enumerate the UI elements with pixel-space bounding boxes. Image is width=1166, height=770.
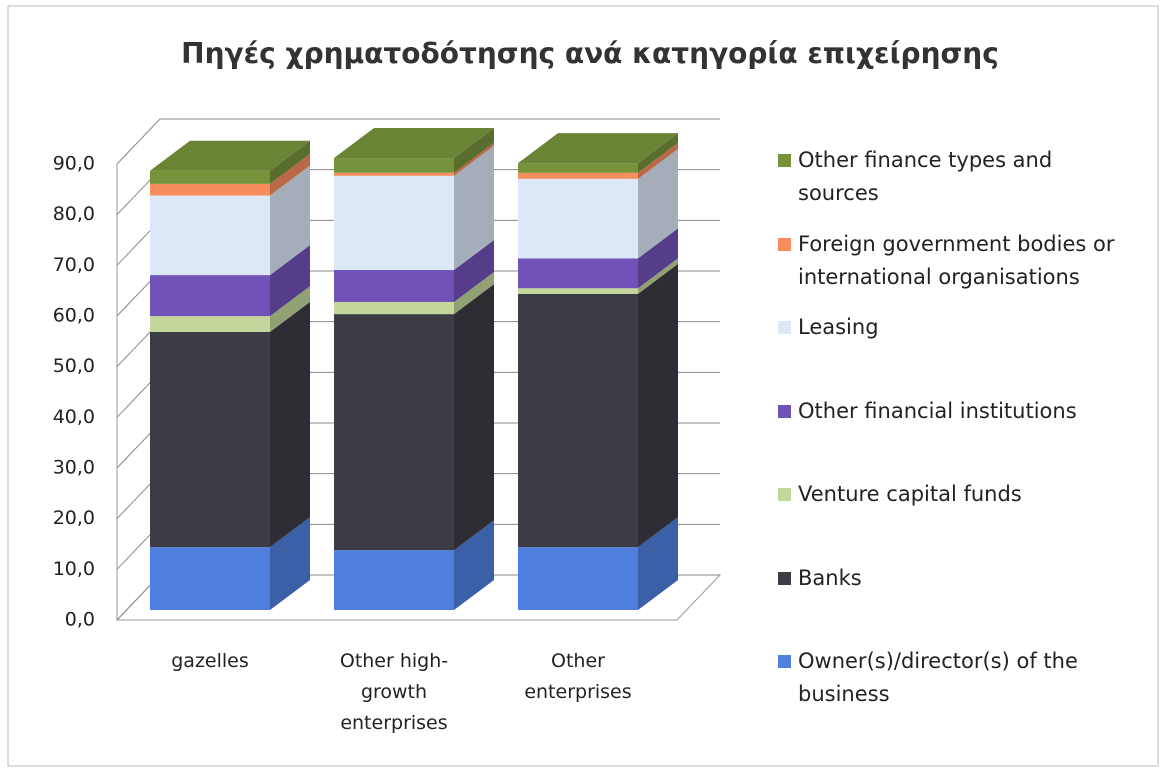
- chart-title: Πηγές χρηματοδότησης ανά κατηγορία επιχε…: [181, 37, 999, 70]
- legend-swatch: [778, 655, 791, 668]
- bar-top: [334, 128, 494, 159]
- bar-segment: [334, 172, 454, 176]
- y-tick-label: 10,0: [53, 558, 95, 580]
- bar-segment: [150, 275, 270, 317]
- x-tick-label: Other enterprises: [524, 650, 632, 703]
- bar-segment: [334, 158, 454, 173]
- bar-side: [638, 142, 678, 179]
- y-tick-label: 50,0: [53, 355, 95, 377]
- legend-swatch: [778, 321, 791, 334]
- y-tick-label: 80,0: [53, 203, 95, 225]
- bar-segment: [150, 547, 270, 610]
- bar-segment: [150, 331, 270, 548]
- legend-label: Leasing: [798, 315, 879, 339]
- bar-side: [454, 284, 494, 551]
- legend-swatch: [778, 237, 791, 251]
- legend-swatch: [778, 571, 791, 585]
- bar-top: [518, 133, 678, 164]
- x-tick-label: gazelles: [171, 650, 249, 672]
- bar-side: [270, 286, 310, 332]
- bar-side: [638, 228, 678, 289]
- bar-top: [150, 140, 310, 171]
- bar-segment: [334, 314, 454, 551]
- y-tick-label: 40,0: [53, 406, 95, 428]
- bar-side: [454, 520, 494, 610]
- legend-label: Other financial institutions: [798, 398, 1077, 423]
- bar-side: [638, 133, 678, 173]
- legend-swatch: [778, 488, 791, 501]
- bar-segment: [150, 183, 270, 196]
- y-tick-label: 70,0: [53, 254, 95, 276]
- legend-label: Foreign government bodies or internation…: [798, 231, 1115, 289]
- bar-segment: [334, 270, 454, 302]
- bar-side: [454, 128, 494, 173]
- bar-segment: [518, 293, 638, 548]
- bar-segment: [518, 172, 638, 179]
- bar-side: [270, 245, 310, 317]
- legend-swatch: [778, 404, 791, 418]
- bar-side: [270, 517, 310, 610]
- bar-segment: [518, 163, 638, 173]
- y-tick-label: 30,0: [53, 457, 95, 479]
- bar-side: [638, 263, 678, 548]
- bar-side: [270, 140, 310, 184]
- y-tick-label: 90,0: [53, 153, 95, 175]
- bar-side: [454, 240, 494, 302]
- legend-swatch: [778, 154, 791, 167]
- bar-segment: [150, 316, 270, 332]
- chart-border: [7, 5, 1159, 767]
- bar-side: [270, 165, 310, 276]
- bar-side: [270, 153, 310, 196]
- bar-side: [454, 271, 494, 315]
- grid-line: [116, 118, 720, 165]
- bar-side: [454, 145, 494, 271]
- bar-side: [638, 148, 678, 259]
- x-tick-label: Other high-growth enterprises: [339, 650, 449, 734]
- bar-segment: [150, 170, 270, 184]
- y-tick-label: 60,0: [53, 305, 95, 327]
- legend-label: Venture capital funds: [798, 482, 1022, 506]
- legend-label: Owner(s)/director(s) of the business: [798, 649, 1078, 706]
- y-tick-label: 20,0: [53, 507, 95, 529]
- bar-side: [270, 301, 310, 548]
- bar-side: [638, 258, 678, 294]
- bar-side: [638, 517, 678, 610]
- bar-segment: [150, 195, 270, 276]
- bar-segment: [518, 258, 638, 289]
- bar-segment: [518, 547, 638, 610]
- legend-label: Banks: [798, 565, 862, 590]
- bar-segment: [334, 175, 454, 271]
- bar-segment: [334, 301, 454, 315]
- bar-segment: [518, 178, 638, 259]
- y-tick-label: 0,0: [65, 609, 95, 631]
- bar-side: [454, 142, 494, 176]
- bar-segment: [518, 288, 638, 294]
- legend-label: Other finance types and sources: [798, 148, 1053, 205]
- bar-segment: [334, 550, 454, 610]
